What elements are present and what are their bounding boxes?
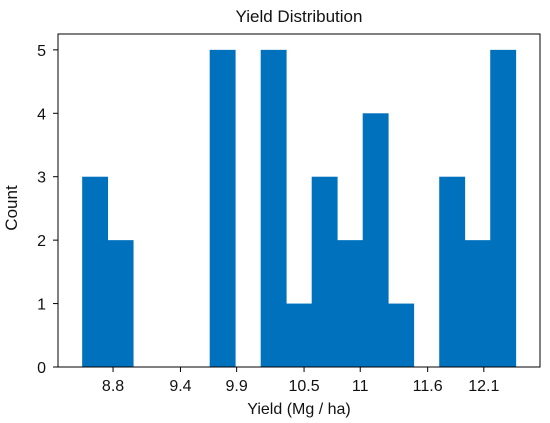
y-tick-label-3: 3 xyxy=(37,170,46,187)
x-tick-label-1: 9.4 xyxy=(169,378,191,395)
bars-group xyxy=(82,49,517,368)
histogram-bar-5 xyxy=(209,49,236,368)
x-axis-label: Yield (Mg / ha) xyxy=(247,401,350,418)
x-tick-label-2: 9.9 xyxy=(226,378,248,395)
histogram-bar-8 xyxy=(286,303,313,367)
y-axis: 0 1 2 3 4 5 xyxy=(37,43,58,377)
y-axis-label: Count xyxy=(2,185,21,231)
x-tick-label-5: 11.6 xyxy=(413,378,443,395)
chart-title: Yield Distribution xyxy=(236,7,363,26)
x-tick-label-4: 11 xyxy=(352,378,369,395)
histogram-bar-1 xyxy=(107,240,134,367)
histogram-bar-16 xyxy=(490,49,517,368)
histogram-bar-7 xyxy=(260,49,287,368)
y-tick-label-1: 1 xyxy=(37,297,46,314)
histogram-bar-9 xyxy=(311,176,338,367)
y-tick-label-0: 0 xyxy=(37,360,46,377)
x-tick-label-6: 12.1 xyxy=(468,378,499,395)
histogram-bar-14 xyxy=(439,176,466,367)
x-tick-label-3: 10.5 xyxy=(288,378,319,395)
histogram-bar-0 xyxy=(82,176,109,367)
histogram-bar-12 xyxy=(388,303,415,367)
plot-frame xyxy=(57,33,541,368)
x-tick-label-0: 8.8 xyxy=(102,378,124,395)
y-tick-label-2: 2 xyxy=(37,233,46,250)
x-axis: 8.8 9.4 9.9 10.5 11 11.6 12.1 xyxy=(102,367,499,395)
histogram-bar-11 xyxy=(362,113,389,367)
histogram-bar-10 xyxy=(337,240,364,367)
y-tick-label-5: 5 xyxy=(37,43,46,60)
y-tick-label-4: 4 xyxy=(37,106,46,123)
histogram-bar-15 xyxy=(464,240,491,367)
